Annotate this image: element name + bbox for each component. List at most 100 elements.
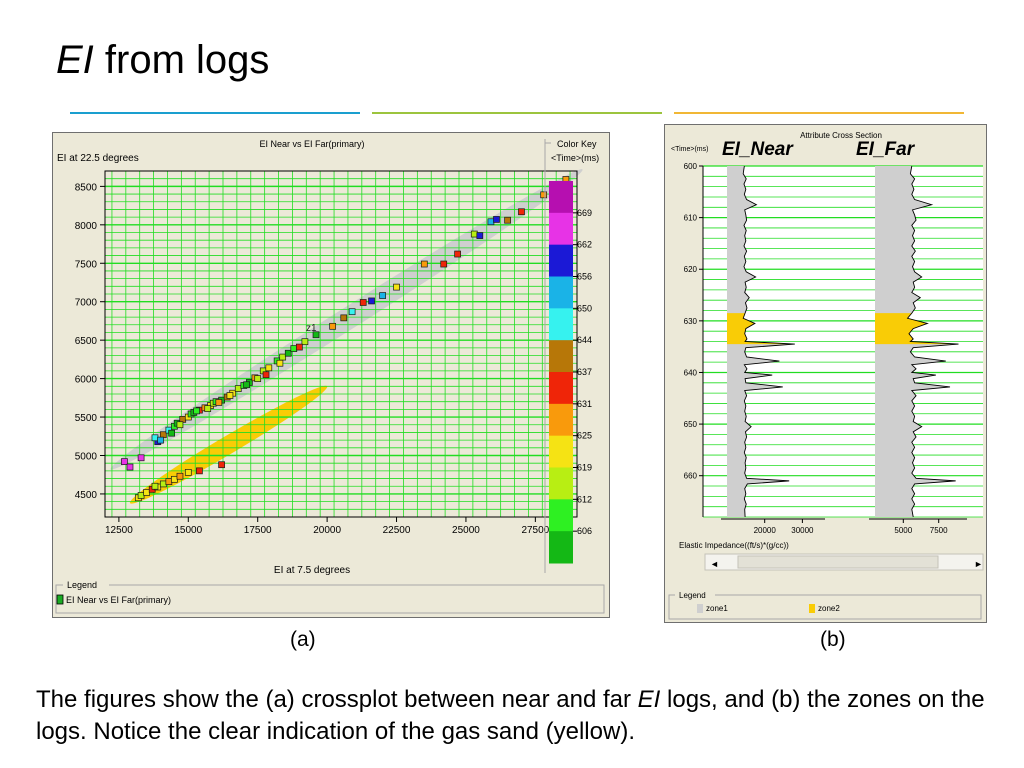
color-key-title: Color Key <box>557 139 597 149</box>
scatter-point <box>168 429 175 437</box>
scatter-point <box>476 232 484 239</box>
zone2-swatch <box>809 604 815 613</box>
color-key-subtitle: <Time>(ms) <box>551 153 599 163</box>
scatter-point <box>151 482 159 490</box>
scroll-right-arrow-icon[interactable]: ► <box>974 559 983 569</box>
scatter-point <box>226 392 234 399</box>
x-tick-label: 27500 <box>521 525 549 536</box>
time-tick-label: 620 <box>684 265 698 274</box>
crossplot-panel: 12500 15000 17500 20000 22500 25000 27500 4500 5… <box>52 132 610 618</box>
scatter-point <box>184 469 192 476</box>
caption-b: (b) <box>820 628 846 651</box>
scatter-point <box>290 345 298 352</box>
track-name-far: EI_Far <box>856 139 916 160</box>
body-text: The figures show the (a) crossplot betwe… <box>36 684 1011 748</box>
scatter-point <box>159 480 167 488</box>
color-key-swatch <box>549 403 573 437</box>
scatter-point <box>171 475 178 483</box>
cross-section-ylabel: <Time>(ms) <box>671 146 708 153</box>
scatter-point <box>348 308 356 316</box>
scrollbar-thumb[interactable] <box>737 555 939 569</box>
track-name-near: EI_Near <box>722 139 794 160</box>
scatter-point <box>165 478 173 485</box>
color-key-label: 606 <box>577 526 592 536</box>
color-key-label: 669 <box>577 208 592 218</box>
color-key-swatch <box>549 372 573 405</box>
color-key-swatch <box>549 340 573 373</box>
color-key-swatch <box>549 276 573 309</box>
title-rule-orange <box>674 112 964 114</box>
scatter-point <box>254 375 262 382</box>
scatter-point <box>193 407 200 415</box>
scatter-point <box>218 461 225 469</box>
body-text-part2: logs, and (b) the zones on the logs. Not… <box>36 686 985 745</box>
scatter-point <box>487 218 495 226</box>
scatter-point <box>518 208 525 216</box>
x-tick-label: 22500 <box>383 525 411 536</box>
color-key-swatch <box>549 181 573 214</box>
y-tick-label: 4500 <box>75 490 98 501</box>
color-key-label: 637 <box>577 367 592 377</box>
scatter-point <box>284 349 292 357</box>
color-key-swatch <box>549 531 573 564</box>
time-tick-label: 640 <box>684 368 698 377</box>
track-x-tick-label: 20000 <box>754 526 777 535</box>
scatter-point <box>279 353 287 361</box>
scatter-point <box>262 371 270 379</box>
scatter-point <box>265 364 273 372</box>
crossplot-xlabel: EI at 7.5 degrees <box>274 565 350 576</box>
scatter-point <box>137 454 145 462</box>
scatter-point <box>493 216 500 223</box>
scatter-point <box>204 405 212 412</box>
scatter-point <box>359 299 367 306</box>
cross-section-xlabel: Elastic Impedance((ft/s)*(g/cc)) <box>679 541 789 550</box>
cross-section-panel: 600 610 620 630 640 650 660 20000 30000 5000 7500 … <box>664 124 987 623</box>
caption-a: (a) <box>290 628 316 651</box>
y-tick-label: 7500 <box>75 259 98 270</box>
time-tick-label: 600 <box>684 162 698 171</box>
color-key-label: 619 <box>577 463 592 473</box>
color-key-label: 612 <box>577 494 592 504</box>
track-fill-zone2 <box>727 313 795 345</box>
zone1-swatch <box>697 604 703 613</box>
scatter-point <box>151 434 159 442</box>
scatter-point <box>196 467 203 475</box>
log-curve <box>742 165 795 518</box>
scroll-left-arrow-icon[interactable]: ◄ <box>710 559 719 569</box>
slide-title: EI from logs <box>56 38 269 83</box>
y-tick-label: 5000 <box>75 451 98 462</box>
zone1-label: zone1 <box>706 604 728 613</box>
y-tick-label: 6000 <box>75 375 98 386</box>
time-tick-label: 650 <box>684 420 698 429</box>
title-rest: from logs <box>93 38 270 82</box>
legend-item: EI Near vs EI Far(primary) <box>66 595 171 605</box>
track-fill-zone2 <box>875 313 959 345</box>
crossplot-title: EI Near vs EI Far(primary) <box>259 139 364 149</box>
legend-title: Legend <box>67 580 97 590</box>
scatter-point <box>440 260 448 268</box>
y-tick-label: 5500 <box>75 413 98 424</box>
scatter-point <box>176 421 184 429</box>
scatter-point <box>504 216 511 224</box>
scatter-point <box>137 492 145 499</box>
scatter-point <box>176 472 184 480</box>
zone-legend-title: Legend <box>679 591 706 600</box>
scatter-point <box>340 314 348 322</box>
scatter-point <box>420 260 428 268</box>
color-key-swatch <box>549 467 573 500</box>
zone-label-z1: z1 <box>306 323 317 334</box>
color-key-label: 650 <box>577 303 592 313</box>
title-rule-blue <box>70 112 360 114</box>
y-tick-label: 8500 <box>75 182 98 193</box>
x-tick-label: 20000 <box>313 525 341 536</box>
scatter-point <box>454 250 461 258</box>
time-tick-label: 630 <box>684 317 698 326</box>
scatter-point <box>301 338 309 346</box>
scatter-point <box>276 359 284 367</box>
zone-legend-box <box>668 594 982 620</box>
color-key-swatch <box>549 244 573 277</box>
zone2-label: zone2 <box>818 604 840 613</box>
scatter-point <box>143 489 150 496</box>
track-fill-zone1 <box>727 166 795 517</box>
